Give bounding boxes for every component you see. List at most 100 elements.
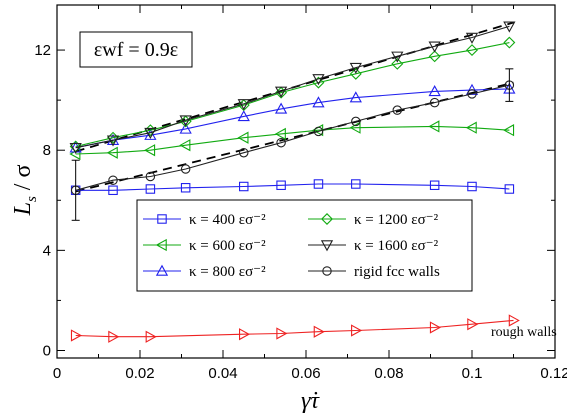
series-line: [75, 84, 510, 191]
legend-label: κ = 1600 εσ⁻²: [354, 238, 439, 254]
data-point: [349, 91, 362, 103]
data-point: [312, 74, 325, 86]
legend-label: κ = 600 εσ⁻²: [189, 238, 266, 254]
data-point: [276, 327, 288, 340]
legend-marker: [155, 238, 167, 252]
series-line: [75, 319, 514, 338]
data-point: [144, 144, 156, 157]
data-point: [274, 102, 288, 114]
data-point: [144, 128, 157, 140]
legend-marker: [155, 264, 169, 276]
data-point: [180, 183, 191, 193]
data-point: [465, 121, 477, 134]
data-point: [106, 146, 118, 159]
x-axis-title: γ̇τ: [301, 388, 320, 414]
legend-marker: [320, 240, 334, 252]
data-point: [428, 50, 441, 63]
y-tick-label: 12: [34, 42, 51, 59]
y-axis-title: Ls / σ: [10, 165, 40, 217]
data-point: [313, 325, 325, 338]
data-point: [239, 181, 249, 192]
data-point: [503, 21, 516, 33]
x-tick-label: 0.12: [540, 365, 567, 382]
fit-line: [75, 81, 514, 193]
annotation-box-text: εwf = 0.9ε: [94, 39, 178, 61]
data-point: [349, 62, 362, 74]
x-tick-label: 0.06: [291, 365, 320, 382]
data-point: [503, 124, 515, 137]
data-point: [467, 181, 477, 192]
data-point: [108, 185, 118, 196]
data-point: [108, 175, 118, 185]
data-point: [351, 324, 363, 337]
data-point: [429, 180, 440, 191]
legend-marker: [321, 213, 333, 225]
data-point: [392, 105, 403, 115]
y-tick-label: 0: [43, 342, 51, 359]
data-point: [145, 184, 156, 194]
series-line: [75, 125, 510, 155]
series-line: [75, 42, 510, 148]
legend-label: κ = 1200 εσ⁻²: [354, 212, 439, 228]
data-point: [108, 330, 120, 343]
data-point: [428, 120, 440, 133]
data-point: [237, 110, 250, 122]
data-point: [312, 76, 325, 89]
data-point: [69, 142, 82, 155]
x-tick-label: 0: [53, 365, 61, 382]
data-point: [180, 164, 191, 174]
data-point: [467, 318, 479, 331]
data-point: [508, 314, 520, 327]
data-point: [69, 140, 82, 153]
series-line: [75, 183, 510, 191]
data-point: [239, 328, 251, 341]
legend-marker: [157, 214, 167, 224]
data-point: [179, 115, 192, 127]
data-point: [237, 131, 249, 144]
legend-label: κ = 800 εσ⁻²: [189, 264, 266, 280]
data-point: [351, 116, 361, 127]
data-point: [237, 99, 250, 111]
error-bars: [71, 68, 514, 221]
legend-marker: [322, 266, 332, 276]
rough-walls-label: rough walls: [491, 325, 557, 340]
data-point: [465, 32, 479, 44]
data-point: [428, 85, 441, 97]
data-point: [144, 127, 157, 140]
data-point: [391, 51, 404, 63]
x-tick-label: 0.08: [374, 365, 403, 382]
x-tick-label: 0.1: [462, 365, 483, 382]
legend-label: rigid fcc walls: [354, 264, 440, 280]
axes: 0 0.02 0.04 0.06 0.08 0.1 0.12 0 4 8 12: [34, 4, 567, 382]
series-line: [75, 25, 510, 149]
data-point: [274, 86, 288, 98]
data-point: [179, 122, 192, 134]
data-point: [391, 57, 404, 70]
data-point: [274, 127, 286, 141]
data-point: [145, 330, 157, 343]
data-point: [429, 321, 441, 334]
series-line: [75, 88, 510, 149]
data-point: [312, 96, 325, 108]
data-series: [69, 21, 520, 343]
data-point: [467, 89, 477, 99]
legend: κ = 400 εσ⁻² κ = 1200 εσ⁻² κ = 600 εσ⁻² κ =…: [136, 199, 473, 292]
data-point: [428, 41, 441, 53]
data-point: [70, 329, 83, 342]
y-tick-label: 8: [43, 142, 51, 159]
data-point: [503, 36, 516, 49]
data-point: [313, 179, 324, 189]
data-point: [239, 147, 249, 158]
data-point: [349, 67, 362, 80]
data-point: [276, 137, 286, 148]
x-tick-label: 0.02: [125, 365, 154, 382]
data-point: [351, 179, 361, 189]
data-point: [313, 126, 324, 137]
data-point: [466, 44, 478, 57]
y-tick-label: 4: [43, 242, 51, 259]
legend-frame: [136, 199, 473, 292]
data-point: [179, 139, 191, 152]
data-point: [145, 171, 156, 182]
data-point: [276, 180, 286, 191]
